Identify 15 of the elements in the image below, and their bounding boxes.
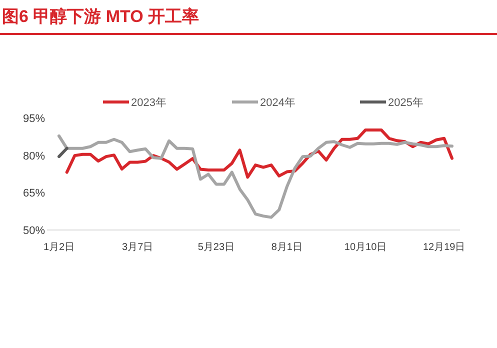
y-tick-label: 95% xyxy=(22,113,46,125)
chart-title: 图6 甲醇下游 MTO 开工率 xyxy=(2,7,200,26)
x-tick-label: 5月23日 xyxy=(198,242,235,253)
legend-label: 2023年 xyxy=(131,97,166,109)
y-tick-label: 80% xyxy=(22,150,46,162)
line-series xyxy=(58,134,454,219)
y-tick-label: 50% xyxy=(22,225,46,237)
x-tick-label: 10月10日 xyxy=(344,242,387,253)
x-tick-label: 12月19日 xyxy=(423,242,466,253)
y-tick-label: 65% xyxy=(22,188,46,200)
x-tick-label: 3月7日 xyxy=(122,242,154,253)
legend-label: 2024年 xyxy=(260,97,296,109)
x-tick-label: 1月2日 xyxy=(43,242,75,253)
x-tick-label: 8月1日 xyxy=(271,242,303,253)
legend-label: 2025年 xyxy=(388,97,424,109)
